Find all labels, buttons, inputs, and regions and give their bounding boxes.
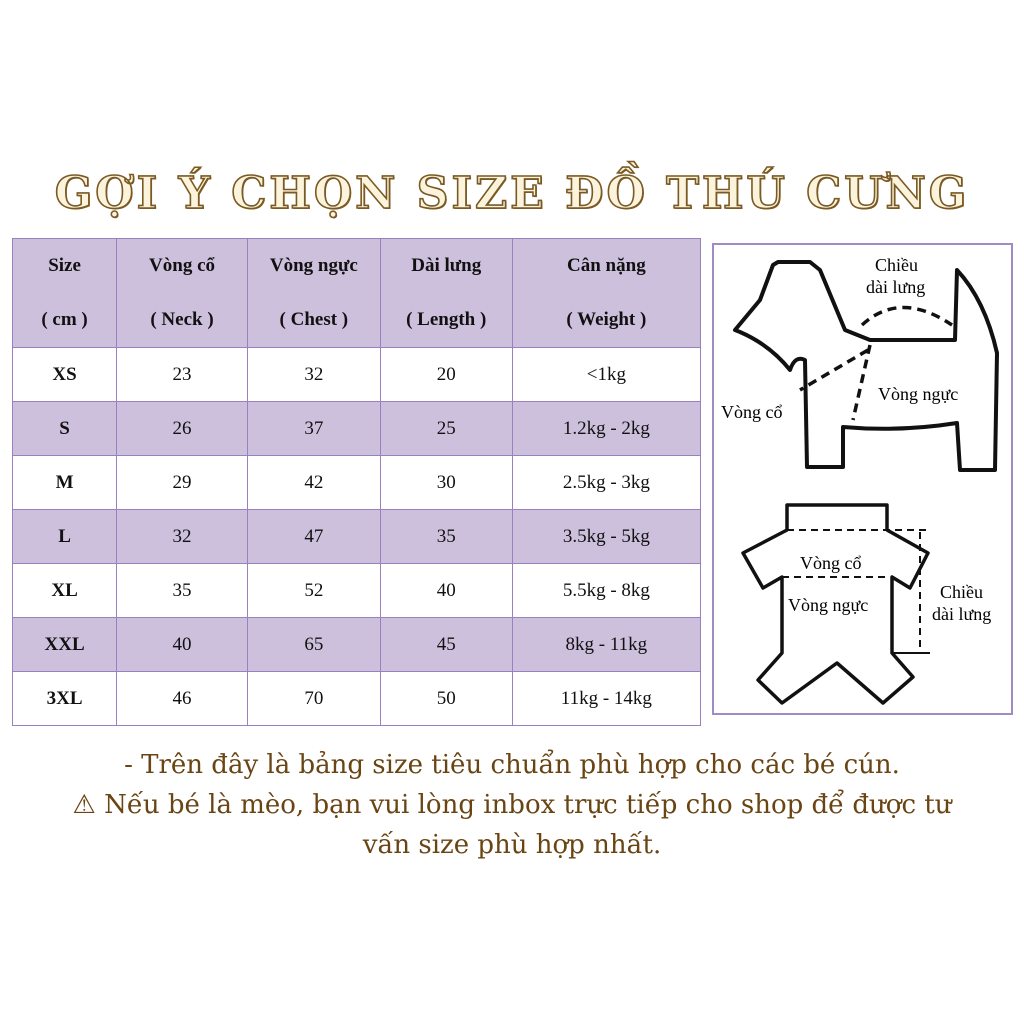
value-cell: 70 <box>246 671 381 726</box>
value-cell: 23 <box>116 347 248 402</box>
header-text: ( Chest ) <box>279 309 349 330</box>
column-header: Cân nặng ( Weight ) <box>511 238 702 348</box>
dog-neck-label: Vòng cổ <box>721 402 783 422</box>
table-row: L 32 47 35 3.5kg - 5kg <box>11 509 702 564</box>
value-cell: 47 <box>246 509 381 564</box>
value-cell: 40 <box>116 617 248 672</box>
value-cell: 8kg - 11kg <box>511 617 702 672</box>
header-text: ( Length ) <box>406 309 487 330</box>
table-row: XS 23 32 20 <1kg <box>11 347 702 402</box>
value-cell: 1.2kg - 2kg <box>511 401 702 456</box>
shirt-length-label: Chiều <box>940 582 983 602</box>
value-cell: 29 <box>116 455 248 510</box>
header-text: Cân nặng <box>567 255 646 276</box>
value-cell: 30 <box>379 455 513 510</box>
value-cell: 26 <box>116 401 248 456</box>
value-cell: 35 <box>379 509 513 564</box>
value-cell: 37 <box>246 401 381 456</box>
dog-outline <box>733 260 999 472</box>
table-header-row: Size ( cm ) Vòng cổ ( Neck ) Vòng ngực ( Ches… <box>11 238 702 348</box>
value-cell: 2.5kg - 3kg <box>511 455 702 510</box>
shirt-outline <box>741 503 930 705</box>
size-cell: XL <box>11 563 118 618</box>
size-cell: 3XL <box>11 671 118 726</box>
value-cell: 45 <box>379 617 513 672</box>
value-cell: 32 <box>246 347 381 402</box>
table-row: 3XL 46 70 50 11kg - 14kg <box>11 671 702 726</box>
value-cell: 46 <box>116 671 248 726</box>
size-cell: XXL <box>11 617 118 672</box>
note-line-3: vấn size phù hợp nhất. <box>362 830 662 860</box>
header-text: Vòng ngực <box>269 255 358 276</box>
header-text: ( Neck ) <box>150 309 214 330</box>
column-header: Dài lưng ( Length ) <box>379 238 513 348</box>
shirt-chest-label: Vòng ngực <box>788 595 868 615</box>
dog-chest-dash <box>799 344 872 421</box>
value-cell: 5.5kg - 8kg <box>511 563 702 618</box>
value-cell: 25 <box>379 401 513 456</box>
note-line-2: ⚠ Nếu bé là mèo, bạn vui lòng inbox trực… <box>72 790 952 820</box>
header-text: Dài lưng <box>411 255 482 276</box>
header-text: ( Weight ) <box>566 309 647 330</box>
table-row: XL 35 52 40 5.5kg - 8kg <box>11 563 702 618</box>
value-cell: 40 <box>379 563 513 618</box>
table-row: M 29 42 30 2.5kg - 3kg <box>11 455 702 510</box>
column-header: Vòng ngực ( Chest ) <box>246 238 381 348</box>
shirt-neck-label: Vòng cổ <box>800 553 862 573</box>
value-cell: 32 <box>116 509 248 564</box>
notes: - Trên đây là bảng size tiêu chuẩn phù h… <box>0 745 1024 865</box>
shirt-dash <box>782 529 930 650</box>
size-cell: M <box>11 455 118 510</box>
size-table: Size ( cm ) Vòng cổ ( Neck ) Vòng ngực ( Ches… <box>11 238 702 726</box>
size-cell: XS <box>11 347 118 402</box>
header-text: Size <box>48 255 81 276</box>
table-row: XXL 40 65 45 8kg - 11kg <box>11 617 702 672</box>
value-cell: 3.5kg - 5kg <box>511 509 702 564</box>
dog-chest-label: Vòng ngực <box>878 384 958 404</box>
page-title: GỢI Ý CHỌN SIZE ĐỒ THÚ CƯNG <box>54 167 970 220</box>
measurement-diagram: Chiều dài lưng Vòng ngực Vòng cổ Vòng cổ… <box>712 243 1013 715</box>
dog-back-label: Chiều <box>875 255 918 275</box>
value-cell: 35 <box>116 563 248 618</box>
column-header: Vòng cổ ( Neck ) <box>116 238 248 348</box>
dog-back-dash <box>860 305 953 327</box>
value-cell: 52 <box>246 563 381 618</box>
value-cell: 65 <box>246 617 381 672</box>
column-header: Size ( cm ) <box>11 238 118 348</box>
value-cell: <1kg <box>511 347 702 402</box>
size-cell: L <box>11 509 118 564</box>
dog-back-label-2: dài lưng <box>866 277 925 297</box>
value-cell: 20 <box>379 347 513 402</box>
table-row: S 26 37 25 1.2kg - 2kg <box>11 401 702 456</box>
note-line-1: - Trên đây là bảng size tiêu chuẩn phù h… <box>124 750 900 780</box>
shirt-length-label-2: dài lưng <box>932 604 991 624</box>
header-text: Vòng cổ <box>149 255 216 276</box>
value-cell: 11kg - 14kg <box>511 671 702 726</box>
value-cell: 50 <box>379 671 513 726</box>
header-text: ( cm ) <box>41 309 88 330</box>
value-cell: 42 <box>246 455 381 510</box>
size-cell: S <box>11 401 118 456</box>
